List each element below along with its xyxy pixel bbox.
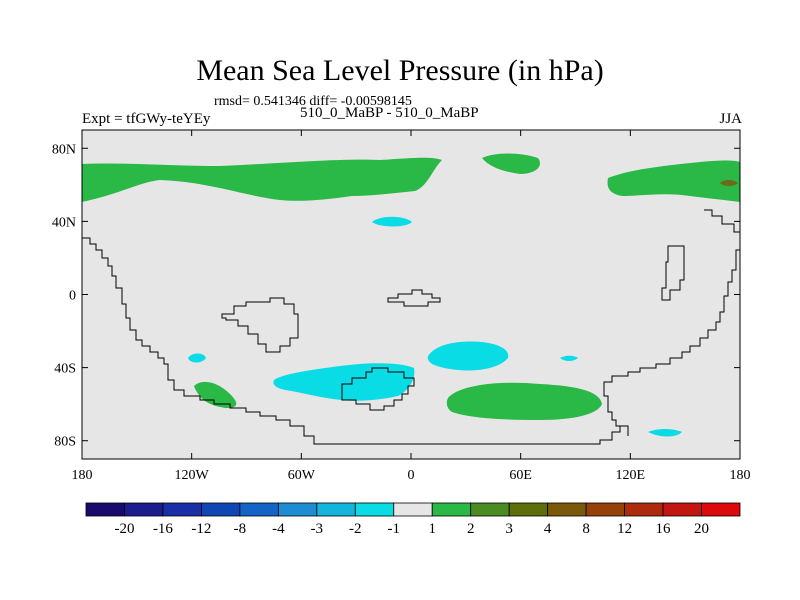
colorbar-swatch [662, 502, 702, 517]
chart-title: Mean Sea Level Pressure (in hPa) [196, 54, 604, 87]
colorbar-swatch [393, 502, 433, 517]
colorbar-label: 1 [428, 521, 436, 537]
coastline-equatorial-island [387, 289, 441, 307]
shaded-regions [82, 153, 740, 437]
region-southeast-pacific-rise [194, 381, 237, 408]
region-south-atlantic-dip [273, 363, 415, 401]
axis-ticks: 180 120W 60W 0 60E 120E 180 80N 40N 0 40S 80S [52, 130, 751, 483]
colorbar-swatch [162, 502, 202, 517]
colorbar-swatch [354, 502, 395, 517]
colorbar-swatch [201, 502, 241, 517]
x-tick-label: 60E [509, 468, 532, 483]
case-comparison-label: 510_0_MaBP - 510_0_MaBP [300, 105, 479, 121]
colorbar-label: -8 [234, 521, 247, 537]
region-siberian-band [607, 160, 740, 202]
colorbar-label: -16 [153, 521, 173, 537]
y-tick-label: 80N [52, 142, 76, 157]
colorbar-swatch [239, 502, 279, 517]
colorbar-label: -12 [191, 521, 211, 537]
season-label: JJA [719, 111, 742, 127]
colorbar-label: 20 [694, 521, 709, 537]
colorbar-label: 8 [582, 521, 590, 537]
colorbar-swatch [470, 502, 510, 517]
x-tick-label: 60W [288, 468, 316, 483]
coastline-east-island [661, 245, 685, 301]
x-tick-label: 120E [616, 468, 646, 483]
region-south-indian-rise [446, 382, 602, 420]
y-tick-label: 0 [69, 289, 76, 304]
region-siberian-max [720, 180, 738, 186]
region-arctic-band-east [482, 153, 540, 174]
colorbar-label: 4 [544, 521, 552, 537]
colorbar-swatch [701, 502, 741, 517]
colorbar-label: -1 [388, 521, 401, 537]
region-southeast-pacific-spot [188, 353, 206, 363]
colorbar-swatch [277, 502, 318, 517]
colorbar-label: -2 [349, 521, 362, 537]
colorbar-swatch [124, 502, 164, 517]
coastlines [82, 209, 740, 445]
colorbar-swatch [431, 502, 472, 517]
colorbar: -20 -16 -12 -8 -4 -3 -2 -1 1 2 3 4 8 12 16 20 [85, 502, 741, 537]
x-tick-label: 0 [408, 468, 415, 483]
rmsd-diff-stats: rmsd= 0.541346 diff= -0.00598145 [214, 94, 412, 109]
y-tick-label: 80S [54, 435, 76, 450]
coastline-east-pacific [603, 249, 740, 427]
colorbar-label: 3 [505, 521, 513, 537]
colorbar-label: 2 [467, 521, 475, 537]
coastline-central-continent [221, 297, 299, 353]
colorbar-swatch [585, 502, 625, 517]
region-north-pacific-spot [372, 216, 412, 227]
y-tick-label: 40N [52, 215, 76, 230]
region-equatorial-atlantic-dip [427, 341, 509, 371]
x-tick-label: 120W [175, 468, 210, 483]
y-tick-label: 40S [54, 362, 76, 377]
experiment-label: Expt = tfGWy-teYEy [82, 111, 211, 127]
colorbar-label: 16 [656, 521, 672, 537]
region-north-atlantic-pacific-band [82, 157, 442, 202]
colorbar-swatch [508, 502, 549, 517]
x-tick-label: 180 [72, 468, 93, 483]
colorbar-label: -20 [114, 521, 134, 537]
coastline-northeast [704, 209, 740, 233]
colorbar-label: -4 [272, 521, 285, 537]
x-tick-label: 180 [730, 468, 751, 483]
colorbar-swatch [316, 502, 356, 517]
coastline-south-continent [341, 367, 415, 411]
coastline-west-continent [82, 237, 629, 445]
region-antarctic-coast-dip [648, 429, 682, 437]
colorbar-swatch [85, 502, 125, 517]
colorbar-swatch [547, 502, 587, 517]
colorbar-label: -3 [311, 521, 324, 537]
region-indian-small-dip [560, 355, 578, 361]
colorbar-swatch [624, 502, 664, 517]
colorbar-label: 12 [617, 521, 632, 537]
